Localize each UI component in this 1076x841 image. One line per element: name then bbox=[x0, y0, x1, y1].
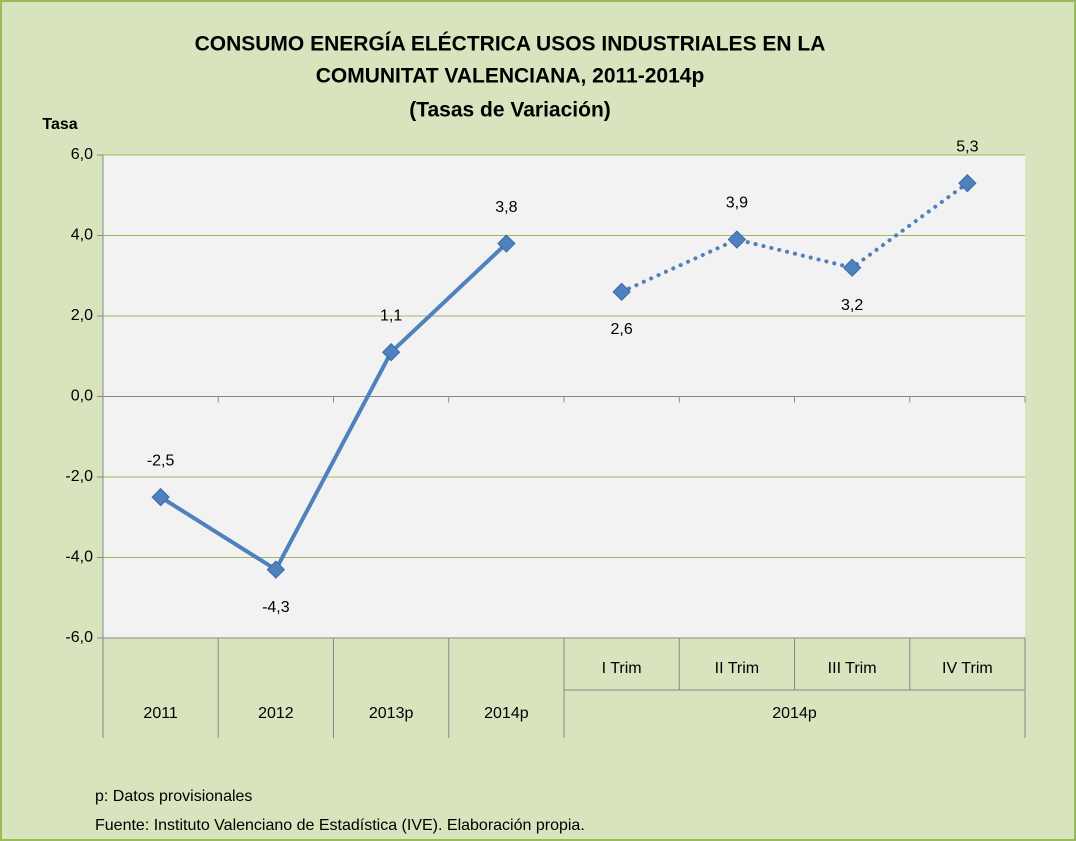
marker bbox=[958, 173, 977, 193]
data-label: 3,8 bbox=[495, 199, 517, 216]
series-line bbox=[619, 181, 970, 294]
marker bbox=[266, 560, 286, 579]
x-tick-label: IV Trim bbox=[942, 660, 993, 677]
x-tick-label: 2013p bbox=[369, 705, 414, 722]
marker bbox=[842, 258, 862, 277]
x-tick-label: II Trim bbox=[715, 660, 759, 677]
y-tick-label: 2,0 bbox=[71, 307, 93, 324]
data-label: -2,5 bbox=[147, 452, 175, 469]
marker bbox=[381, 343, 401, 362]
data-label: 3,2 bbox=[841, 297, 863, 314]
marker bbox=[612, 282, 631, 302]
marker bbox=[151, 487, 170, 507]
data-label: 2,6 bbox=[611, 321, 633, 338]
x-tick-label: I Trim bbox=[602, 660, 642, 677]
chart-title: CONSUMO ENERGÍA ELÉCTRICA USOS INDUSTRIA… bbox=[195, 33, 826, 56]
marker bbox=[497, 234, 516, 253]
series-line bbox=[159, 242, 508, 573]
chart-title: COMUNITAT VALENCIANA, 2011-2014p bbox=[316, 65, 705, 88]
x-tick-label: III Trim bbox=[828, 660, 877, 677]
chart-title: (Tasas de Variación) bbox=[409, 99, 611, 122]
note: p: Datos provisionales bbox=[95, 788, 252, 805]
y-tick-label: -2,0 bbox=[65, 468, 93, 485]
note: Fuente: Instituto Valenciano de Estadíst… bbox=[95, 817, 585, 834]
x-group-label: 2014p bbox=[772, 705, 817, 722]
x-tick-label: 2011 bbox=[143, 705, 178, 722]
x-tick-label: 2014p bbox=[484, 705, 529, 722]
y-tick-label: -4,0 bbox=[65, 549, 93, 566]
data-label: 1,1 bbox=[380, 307, 402, 324]
data-label: 3,9 bbox=[726, 195, 748, 212]
y-tick-label: 6,0 bbox=[71, 146, 93, 163]
data-label: 5,3 bbox=[956, 138, 978, 155]
marker bbox=[727, 230, 747, 249]
y-tick-label: 4,0 bbox=[71, 227, 93, 244]
data-label: -4,3 bbox=[262, 599, 290, 616]
y-tick-label: 0,0 bbox=[71, 388, 93, 405]
y-tick-label: -6,0 bbox=[65, 629, 93, 646]
x-tick-label: 2012 bbox=[258, 705, 294, 722]
y-axis-label: Tasa bbox=[42, 116, 77, 133]
